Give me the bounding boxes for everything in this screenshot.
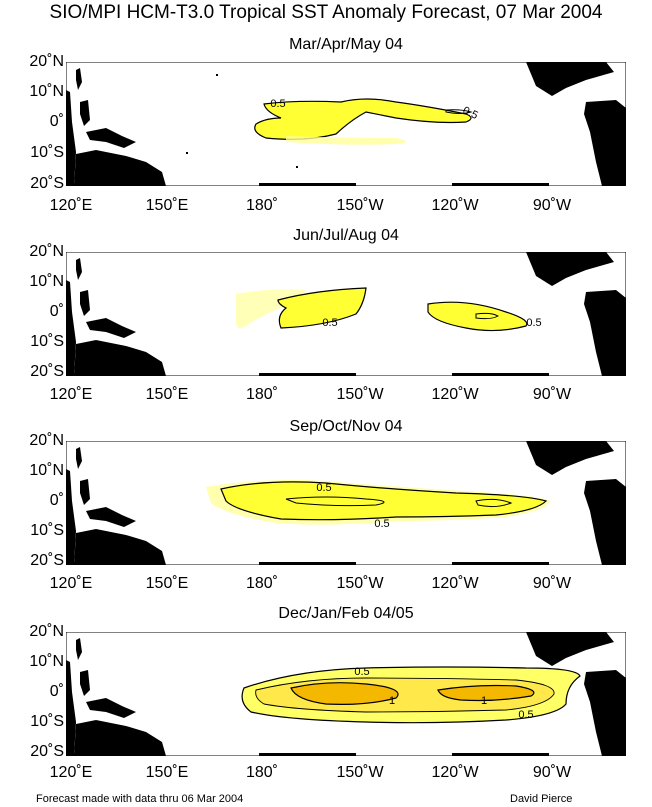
lon-label-120w: 120˚W [431, 386, 479, 403]
panel-title-3: Sep/Oct/Nov 04 [289, 418, 403, 435]
lon-label-120e: 120˚E [49, 197, 93, 214]
lat-label-eq: 0˚ [49, 303, 64, 320]
lon-label-150w: 150˚W [336, 764, 384, 781]
lon-label-120e: 120˚E [49, 575, 93, 592]
contour-label: 0.5 [316, 482, 331, 494]
lat-label-20n: 20˚N [29, 243, 64, 260]
lat-label-20s: 20˚S [30, 363, 64, 380]
lat-label-10n: 10˚N [29, 273, 64, 290]
lat-label-10n: 10˚N [29, 462, 64, 479]
lat-label-10n: 10˚N [29, 83, 64, 100]
lon-label-180: 180˚ [245, 386, 279, 403]
anomaly-region [241, 666, 581, 724]
lat-label-10n: 10˚N [29, 653, 64, 670]
land-masses [66, 62, 626, 186]
panel-title-1: Mar/Apr/May 04 [289, 36, 403, 53]
contour-label: 0.5 [526, 317, 541, 329]
map-panel-1: 0.5 0.5 [66, 62, 626, 186]
lon-label-180: 180˚ [245, 197, 279, 214]
lon-label-120w: 120˚W [431, 764, 479, 781]
lon-label-90w: 90˚W [532, 575, 572, 592]
lon-label-150w: 150˚W [336, 575, 384, 592]
lon-label-150e: 150˚E [145, 197, 189, 214]
footer-author: David Pierce [510, 793, 573, 805]
lon-label-120w: 120˚W [431, 197, 479, 214]
lon-label-90w: 90˚W [532, 386, 572, 403]
lat-label-10s: 10˚S [30, 144, 64, 161]
lat-label-10s: 10˚S [30, 522, 64, 539]
lon-label-120e: 120˚E [49, 386, 93, 403]
lon-label-150e: 150˚E [145, 575, 189, 592]
contour-label: 0.5 [518, 709, 533, 721]
map-panel-2: 0.5 0.5 [66, 252, 626, 376]
lat-label-eq: 0˚ [49, 492, 64, 509]
contour-label: 0.5 [322, 317, 337, 329]
anomaly-region [206, 479, 550, 525]
lat-label-eq: 0˚ [49, 683, 64, 700]
lat-label-20s: 20˚S [30, 743, 64, 760]
map-panel-4: 0.5 1 1 0.5 [66, 632, 626, 756]
lat-label-eq: 0˚ [49, 113, 64, 130]
contour-label: 0.5 [270, 98, 285, 110]
lat-label-20s: 20˚S [30, 552, 64, 569]
land-masses [66, 252, 626, 376]
lon-label-150e: 150˚E [145, 386, 189, 403]
lat-label-10s: 10˚S [30, 333, 64, 350]
lon-label-150e: 150˚E [145, 764, 189, 781]
lon-label-150w: 150˚W [336, 197, 384, 214]
contour-label: 1 [481, 695, 487, 707]
contour-label: 0.5 [374, 518, 389, 530]
lon-label-120w: 120˚W [431, 575, 479, 592]
lon-label-90w: 90˚W [532, 197, 572, 214]
lon-label-90w: 90˚W [532, 764, 572, 781]
anomaly-region [254, 98, 473, 145]
lon-label-180: 180˚ [245, 575, 279, 592]
lat-label-10s: 10˚S [30, 713, 64, 730]
land-masses [66, 632, 626, 756]
contour-label: 0.5 [461, 105, 480, 122]
figure-title: SIO/MPI HCM-T3.0 Tropical SST Anomaly Fo… [49, 2, 603, 23]
lat-label-20n: 20˚N [29, 53, 64, 70]
lon-label-120e: 120˚E [49, 764, 93, 781]
lat-label-20n: 20˚N [29, 623, 64, 640]
lat-label-20n: 20˚N [29, 432, 64, 449]
contour-label: 1 [389, 695, 395, 707]
land-masses [66, 441, 626, 565]
lon-label-150w: 150˚W [336, 386, 384, 403]
contour-label: 0.5 [354, 666, 369, 678]
panel-title-4: Dec/Jan/Feb 04/05 [278, 605, 414, 622]
map-panel-3: 0.5 0.5 [66, 441, 626, 565]
footer-forecast-note: Forecast made with data thru 06 Mar 2004 [36, 793, 244, 805]
lat-label-20s: 20˚S [30, 175, 64, 192]
anomaly-region [236, 287, 528, 332]
panel-title-2: Jun/Jul/Aug 04 [293, 227, 399, 244]
lon-label-180: 180˚ [245, 764, 279, 781]
